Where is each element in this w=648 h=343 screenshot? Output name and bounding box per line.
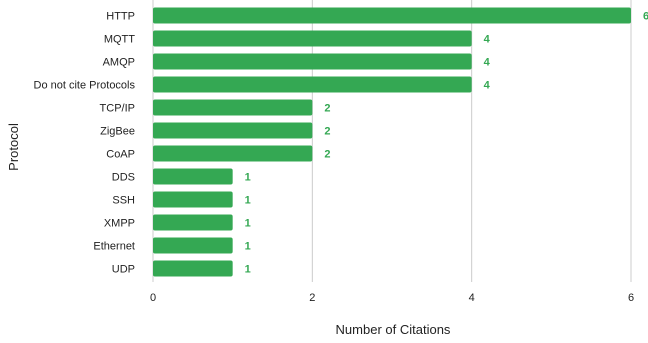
- data-label: 2: [324, 103, 330, 115]
- x-tick-label: 2: [309, 292, 315, 304]
- bar: [153, 260, 233, 277]
- x-tick-label: 6: [628, 292, 634, 304]
- category-label: HTTP: [106, 11, 135, 23]
- data-label: 4: [484, 80, 491, 92]
- bar: [153, 168, 233, 185]
- category-label: UDP: [112, 264, 135, 276]
- bar: [153, 99, 313, 116]
- category-label: ZigBee: [100, 126, 135, 138]
- category-label: SSH: [112, 195, 135, 207]
- data-label: 1: [245, 218, 251, 230]
- bar: [153, 237, 233, 254]
- x-tick-label: 0: [150, 292, 156, 304]
- category-label: AMQP: [103, 57, 135, 69]
- data-label: 2: [324, 149, 330, 161]
- x-axis-title: Number of Citations: [336, 322, 451, 337]
- x-tick-label: 4: [469, 292, 475, 304]
- gridlines: [152, 0, 632, 282]
- data-label: 1: [245, 195, 251, 207]
- data-label: 1: [245, 241, 251, 253]
- category-label: XMPP: [104, 218, 135, 230]
- bars: [153, 7, 631, 277]
- data-label: 2: [324, 126, 330, 138]
- data-label: 4: [484, 34, 491, 46]
- x-tick-labels: 0 2 4 6: [150, 292, 634, 304]
- data-label: 1: [245, 172, 251, 184]
- category-label: MQTT: [104, 34, 135, 46]
- bar: [153, 53, 472, 70]
- category-label: CoAP: [106, 149, 135, 161]
- category-label: TCP/IP: [100, 103, 135, 115]
- data-label: 6: [643, 11, 648, 23]
- bar: [153, 145, 313, 162]
- category-labels: HTTP MQTT AMQP Do not cite Protocols TCP/IP Z…: [34, 11, 136, 276]
- bar: [153, 7, 631, 24]
- category-label: DDS: [112, 172, 135, 184]
- bar: [153, 191, 233, 208]
- data-labels: 6 4 4 4 2 2 2 1 1 1 1 1: [245, 11, 648, 276]
- bar: [153, 122, 313, 139]
- bar: [153, 30, 472, 47]
- category-label: Ethernet: [93, 241, 135, 253]
- data-label: 1: [245, 264, 251, 276]
- data-label: 4: [484, 57, 491, 69]
- y-axis-title: Protocol: [6, 123, 21, 171]
- category-label: Do not cite Protocols: [34, 80, 136, 92]
- bar: [153, 214, 233, 231]
- bar: [153, 76, 472, 93]
